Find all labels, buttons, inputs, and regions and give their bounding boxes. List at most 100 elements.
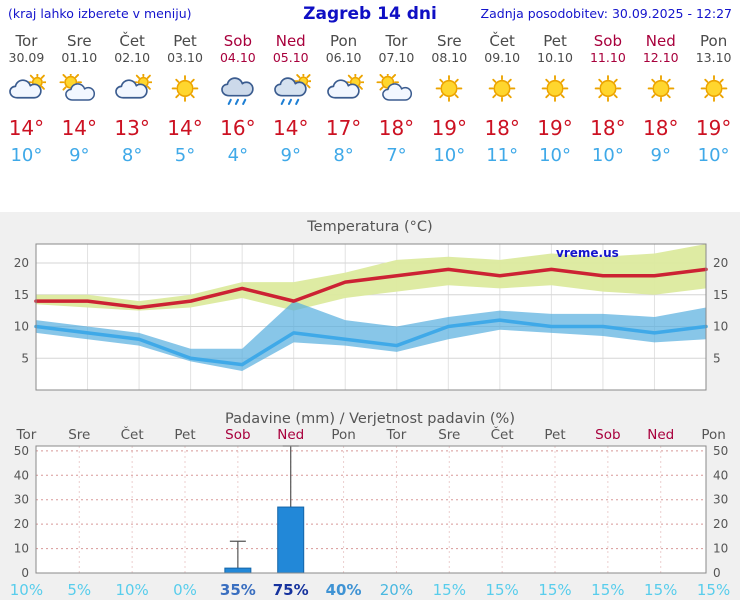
day-column: Čet 09.10 18° 11° bbox=[476, 26, 529, 176]
precip-probability: 10% bbox=[10, 581, 43, 599]
day-name: Sre bbox=[66, 32, 92, 50]
precip-day-label: Pet bbox=[174, 427, 195, 443]
day-low-temp: 10° bbox=[591, 145, 624, 167]
day-date: 04.10 bbox=[219, 50, 256, 66]
watermark: vreme.us bbox=[556, 246, 619, 260]
svg-text:5: 5 bbox=[713, 351, 721, 365]
precip-bar bbox=[224, 567, 252, 574]
precip-probability: 15% bbox=[485, 581, 518, 599]
svg-text:20: 20 bbox=[14, 517, 29, 531]
precip-probability: 15% bbox=[697, 581, 730, 599]
day-high-temp: 14° bbox=[61, 116, 98, 141]
svg-text:40: 40 bbox=[14, 468, 29, 482]
day-low-temp: 7° bbox=[386, 145, 407, 167]
precip-day-label: Sob bbox=[595, 427, 620, 443]
weather-icon-mostly-cloudy bbox=[0, 72, 53, 108]
weather-icon-sunny bbox=[423, 74, 476, 108]
day-high-temp: 14° bbox=[273, 116, 309, 141]
weather-icon-sunny bbox=[581, 74, 634, 108]
day-date: 13.10 bbox=[695, 50, 732, 66]
weather-icon-rain bbox=[211, 74, 264, 108]
day-low-temp: 9° bbox=[69, 145, 90, 167]
day-name: Pet bbox=[543, 32, 567, 50]
precip-probability: 0% bbox=[173, 581, 197, 599]
day-date: 01.10 bbox=[61, 50, 98, 66]
precip-probability: 15% bbox=[591, 581, 624, 599]
day-name: Sre bbox=[437, 32, 462, 50]
weather-icon-sunny bbox=[634, 74, 687, 108]
day-high-temp: 19° bbox=[431, 116, 468, 141]
svg-text:15: 15 bbox=[14, 288, 29, 302]
day-high-temp: 19° bbox=[537, 116, 573, 141]
day-date: 03.10 bbox=[167, 50, 203, 66]
precip-day-label: Tor bbox=[16, 427, 37, 443]
day-date: 08.10 bbox=[431, 50, 468, 66]
day-high-temp: 16° bbox=[220, 116, 256, 141]
precip-day-label: Sre bbox=[68, 427, 90, 443]
day-column: Ned 12.10 18° 9° bbox=[634, 26, 687, 176]
svg-text:10: 10 bbox=[14, 320, 29, 334]
day-column: Pet 10.10 19° 10° bbox=[529, 26, 582, 176]
svg-text:10: 10 bbox=[713, 320, 728, 334]
day-low-temp: 10° bbox=[539, 145, 571, 167]
precip-probability: 15% bbox=[538, 581, 571, 599]
day-name: Pon bbox=[329, 32, 358, 50]
precipitation-chart-title: Padavine (mm) / Verjetnost padavin (%) bbox=[225, 411, 515, 427]
day-low-temp: 11° bbox=[486, 145, 519, 167]
day-column: Pon 13.10 19° 10° bbox=[687, 26, 740, 176]
precip-probability: 15% bbox=[433, 581, 466, 599]
day-name: Sob bbox=[223, 32, 252, 50]
menu-hint: (kraj lahko izberete v meniju) bbox=[8, 6, 192, 21]
precip-day-label: Čet bbox=[491, 426, 514, 443]
min-temp-uncertainty-band bbox=[36, 301, 706, 371]
precip-bar bbox=[277, 506, 305, 574]
day-low-temp: 8° bbox=[333, 145, 354, 167]
temperature-chart: Temperatura (°C) 5 5 10 10 15 15 20 20 vreme.us bbox=[0, 212, 740, 404]
day-date: 30.09 bbox=[8, 50, 45, 66]
day-date: 12.10 bbox=[642, 50, 679, 66]
weather-icon-sunny bbox=[476, 74, 529, 108]
day-low-temp: 9° bbox=[650, 145, 671, 167]
day-low-temp: 10° bbox=[433, 145, 466, 167]
day-date: 10.10 bbox=[537, 50, 573, 66]
day-low-temp: 10° bbox=[697, 145, 730, 167]
day-high-temp: 13° bbox=[114, 116, 150, 141]
day-low-temp: 5° bbox=[174, 145, 196, 167]
temperature-chart-title: Temperatura (°C) bbox=[307, 219, 433, 235]
day-column: Sob 11.10 18° 10° bbox=[581, 26, 634, 176]
day-column: Tor 07.10 18° 7° bbox=[370, 26, 423, 176]
precipitation-chart: Padavine (mm) / Verjetnost padavin (%) 0… bbox=[0, 404, 740, 600]
precip-day-label: Ned bbox=[647, 427, 674, 443]
day-name: Ned bbox=[275, 32, 306, 50]
svg-text:50: 50 bbox=[14, 444, 29, 458]
day-low-temp: 4° bbox=[227, 145, 249, 167]
day-high-temp: 18° bbox=[643, 116, 679, 141]
day-date: 11.10 bbox=[589, 50, 626, 66]
precip-probability: 75% bbox=[273, 581, 309, 599]
weather-icon-mostly-cloudy bbox=[106, 72, 159, 108]
svg-text:0: 0 bbox=[21, 566, 29, 580]
svg-text:20: 20 bbox=[713, 256, 728, 270]
svg-text:30: 30 bbox=[713, 493, 728, 507]
temperature-chart-svg: 5 5 10 10 15 15 20 20 vreme.us bbox=[14, 243, 728, 391]
day-high-temp: 19° bbox=[695, 116, 732, 141]
day-name: Tor bbox=[15, 32, 38, 50]
day-column: Sob 04.10 16° 4° bbox=[211, 26, 264, 176]
svg-text:30: 30 bbox=[14, 493, 29, 507]
precip-probability: 40% bbox=[326, 581, 362, 599]
page-title: Zagreb 14 dni bbox=[303, 4, 437, 24]
precip-probability: 10% bbox=[115, 581, 148, 599]
day-date: 07.10 bbox=[378, 50, 415, 66]
last-update: Zadnja posodobitev: 30.09.2025 - 12:27 bbox=[480, 6, 732, 21]
weather-icon-partly-sunny bbox=[53, 71, 106, 108]
day-low-temp: 10° bbox=[10, 145, 43, 167]
day-date: 02.10 bbox=[114, 50, 151, 66]
min-temperature-line bbox=[34, 318, 708, 367]
day-name: Sob bbox=[593, 32, 622, 50]
precip-day-label: Čet bbox=[121, 426, 144, 443]
day-column: Čet 02.10 13° 8° bbox=[106, 26, 159, 176]
day-column: Pet 03.10 14° 5° bbox=[159, 26, 212, 176]
precip-probability: 20% bbox=[380, 581, 413, 599]
forecast-strip: Tor 30.09 14° 10° Sre 01.10 14° 9° Čet 02.10 13° 8°… bbox=[0, 26, 740, 176]
svg-text:0: 0 bbox=[713, 566, 721, 580]
